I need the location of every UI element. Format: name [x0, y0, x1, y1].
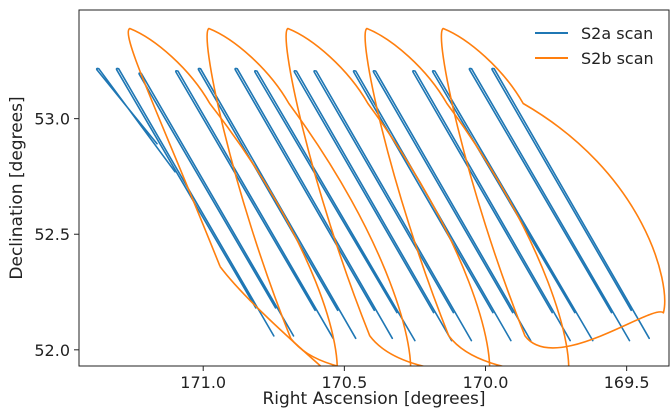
s2a-sweep-1: [95, 67, 176, 173]
x-tick-label: 171.0: [180, 373, 226, 392]
y-tick-label: 52.5: [34, 225, 70, 244]
s2a-sweep-7: [253, 69, 416, 342]
s2a-sweep-13: [431, 69, 594, 342]
s2a-sweep-8: [293, 69, 453, 342]
s2a-sweep-15: [491, 67, 650, 340]
s2a-sweep-10: [352, 69, 512, 342]
s2a-sweep-5: [197, 67, 357, 340]
legend-label-s2a: S2a scan: [581, 24, 653, 43]
y-tick-label: 52.0: [34, 341, 70, 360]
s2a-sweep-12: [412, 69, 571, 342]
legend-label-s2b: S2b scan: [581, 49, 654, 68]
x-axis: 171.0 170.5 170.0 169.5: [180, 366, 650, 392]
s2b-loop-3: [285, 27, 491, 366]
x-tick-label: 169.5: [604, 373, 650, 392]
s2a-sweep-2: [115, 67, 275, 337]
s2b-loop-4: [364, 27, 570, 366]
y-tick-label: 53.0: [34, 110, 70, 129]
series-layer: [95, 27, 666, 366]
s2b-loop-2: [206, 27, 412, 366]
s2a-sweep-11: [372, 69, 532, 342]
s2a-sweep-14: [468, 67, 631, 342]
s2a-sweep-6: [234, 67, 394, 340]
s2b-loop-5: [440, 27, 666, 349]
y-axis: 52.0 52.5 53.0: [34, 110, 79, 360]
y-axis-label: Declination [degrees]: [7, 96, 27, 279]
s2a-sweep-9: [313, 69, 473, 342]
s2a-sweep-4: [174, 69, 334, 340]
x-tick-label: 170.5: [321, 373, 367, 392]
legend: S2a scan S2b scan: [535, 24, 654, 68]
plot-frame: [78, 9, 670, 367]
s2b-loop-1: [127, 27, 338, 366]
x-tick-label: 170.0: [463, 373, 509, 392]
x-axis-label: Right Ascension [degrees]: [262, 389, 485, 409]
